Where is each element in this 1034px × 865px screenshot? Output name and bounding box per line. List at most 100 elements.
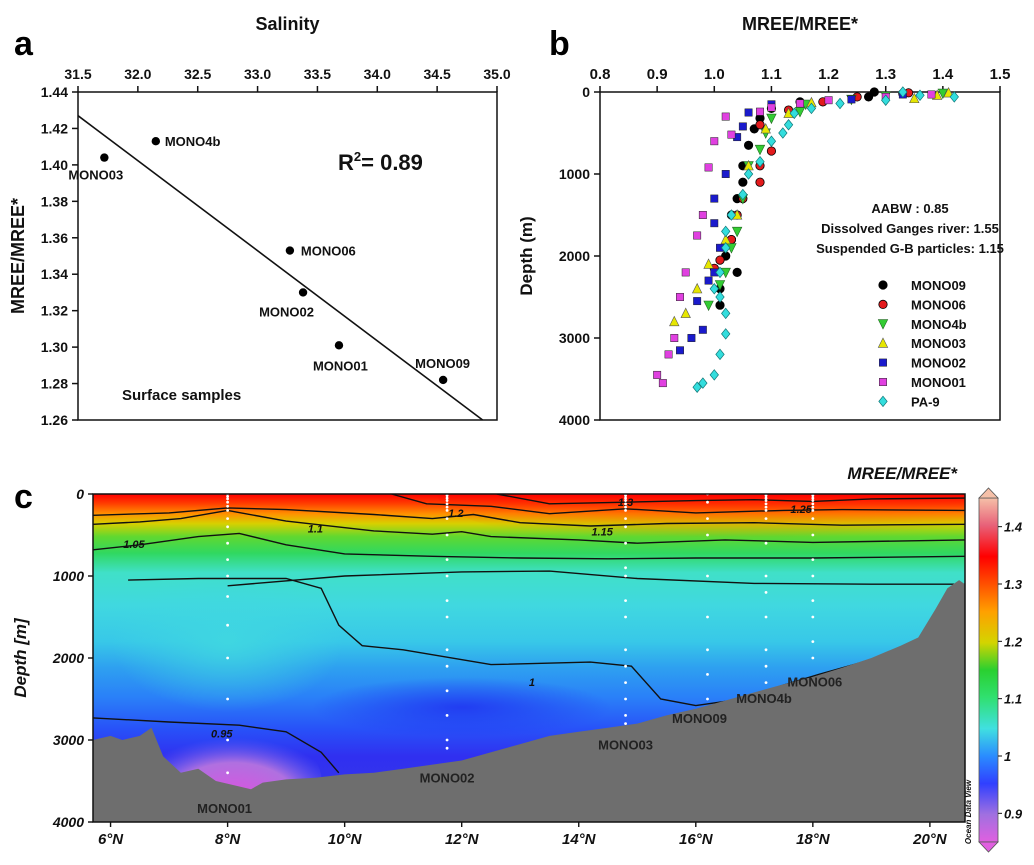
panel-b-point-mono4b <box>703 300 714 312</box>
panel-b-point-mono01 <box>670 334 679 342</box>
contour-label: 1 <box>529 677 535 689</box>
panel-b-point-pa-9 <box>721 307 731 320</box>
panel-b-point-mono06 <box>715 255 725 265</box>
contour-line <box>128 577 965 707</box>
panel-b-point-mono01 <box>796 99 804 108</box>
sample-dot <box>445 558 449 561</box>
panel-b-point-mono01 <box>681 268 690 277</box>
sample-dot <box>624 615 627 619</box>
panel-a-point-mono4b <box>151 137 161 146</box>
sample-dot <box>445 689 449 693</box>
panel-b-point-pa-9 <box>898 86 908 98</box>
panel-b-point-pa-9 <box>692 381 702 393</box>
panel-b-point-pa-9 <box>715 266 725 279</box>
sample-dot <box>624 664 627 668</box>
station-label-mono4b: MONO4b <box>736 691 792 706</box>
panel-b-point-mono02 <box>738 122 747 131</box>
panel-b-legend-label: MONO02 <box>911 356 966 371</box>
panel-b-point-pa-9 <box>949 91 959 103</box>
sample-dot <box>624 541 627 545</box>
panel-a-xtick-label: 34.0 <box>364 66 391 82</box>
contour-line <box>93 509 965 544</box>
contour-line <box>93 507 965 527</box>
contour-line <box>93 532 965 560</box>
panel-b-point-mono03 <box>909 92 920 104</box>
sample-dot <box>764 499 768 502</box>
panel-b-point-mono4b <box>714 280 726 291</box>
panel-a-point-mono02 <box>298 288 308 297</box>
panel-b-point-mono01 <box>727 130 736 139</box>
panel-b-point-mono4b <box>731 226 743 238</box>
sample-dot <box>764 505 768 509</box>
r2-base: R <box>338 150 354 175</box>
sample-dot <box>445 517 449 520</box>
sample-dot <box>226 500 230 504</box>
colorbar-tick-label: 1.3 <box>1004 577 1023 592</box>
panel-a-ytick-label: 1.32 <box>41 303 68 319</box>
panel-b-point-mono01 <box>721 112 730 121</box>
panel-b-point-mono03 <box>669 315 680 327</box>
panel-b-point-mono01 <box>710 137 719 146</box>
panel-a-ylabel: MREE/MREE* <box>8 198 28 314</box>
contour-line <box>93 717 340 774</box>
sample-dot <box>226 525 230 529</box>
panel-c-ytick-label: 3000 <box>53 732 84 748</box>
sample-dot <box>764 496 768 500</box>
panel-c-ytick-label: 2000 <box>52 650 84 666</box>
contour-line <box>227 570 965 587</box>
panel-a-ytick-label: 1.34 <box>41 266 68 282</box>
panel-b-xtick-label: 1.5 <box>990 66 1011 83</box>
panel-b-point-pa-9 <box>755 155 765 168</box>
sample-dot <box>226 595 230 598</box>
panel-b-xtick-label: 0.9 <box>647 66 668 83</box>
panel-a-frame <box>77 91 498 421</box>
panel-b-point-pa-9 <box>766 135 777 147</box>
panel-b-legend-label: MONO4b <box>911 317 967 332</box>
sample-dot <box>445 664 449 668</box>
sample-dot <box>445 574 449 578</box>
panel-b-ylabel: Depth (m) <box>517 216 536 295</box>
panel-b-point-pa-9 <box>783 119 794 131</box>
panel-b-point-mono06 <box>766 146 777 156</box>
sample-dot <box>624 697 627 701</box>
panel-a-xtick-label: 32.5 <box>184 66 211 82</box>
sample-dot <box>624 681 627 684</box>
panel-a-xtick-label: 35.0 <box>483 66 510 82</box>
panel-c-ylabel: Depth [m] <box>11 617 30 698</box>
panel-b-point-pa-9 <box>721 328 731 340</box>
sample-dot <box>764 541 768 545</box>
contour-label: 1.25 <box>790 504 812 516</box>
sample-dot <box>706 500 709 504</box>
sample-dot <box>624 509 627 512</box>
panel-b-legend-marker <box>878 280 888 290</box>
panel-b-point-mono4b <box>766 113 777 125</box>
panel-b-xtick-label: 1.2 <box>818 66 839 83</box>
panel-a-point-mono01 <box>334 341 344 350</box>
sample-dot <box>226 509 230 512</box>
sample-dot <box>764 664 768 668</box>
panel-letter-a: a <box>14 25 34 63</box>
contour-line <box>496 494 965 505</box>
panel-b-endmember-note: AABW : 0.85 <box>871 201 948 216</box>
panel-a-point-label: MONO4b <box>165 134 221 149</box>
panel-c-section: 1.3 1.25 1.2 1.15 1.1 1.05 1 0.95 6°N 8°N 10°N 12°N… <box>11 464 1023 853</box>
sample-dot <box>226 495 230 498</box>
panel-b-point-mono02 <box>847 95 856 104</box>
station-label-mono01: MONO01 <box>197 801 252 816</box>
sample-dot <box>764 509 768 512</box>
panel-b-point-mono01 <box>756 107 764 116</box>
panel-c-xtick-label: 20°N <box>912 831 948 848</box>
sample-dot <box>811 533 815 537</box>
panel-a-point-mono06 <box>285 246 295 255</box>
sample-dot <box>764 574 768 578</box>
panel-b-point-mono09 <box>732 267 742 277</box>
panel-a-title: Salinity <box>255 14 319 34</box>
panel-letter-b: b <box>549 25 570 63</box>
sample-dot <box>811 615 815 619</box>
colorbar <box>978 497 999 843</box>
sample-dot <box>706 517 709 520</box>
panel-a-fit-line <box>77 115 484 421</box>
colorbar-tick-label: 1.4 <box>1004 520 1023 535</box>
sample-dot <box>445 648 449 652</box>
sample-dot <box>624 502 627 506</box>
